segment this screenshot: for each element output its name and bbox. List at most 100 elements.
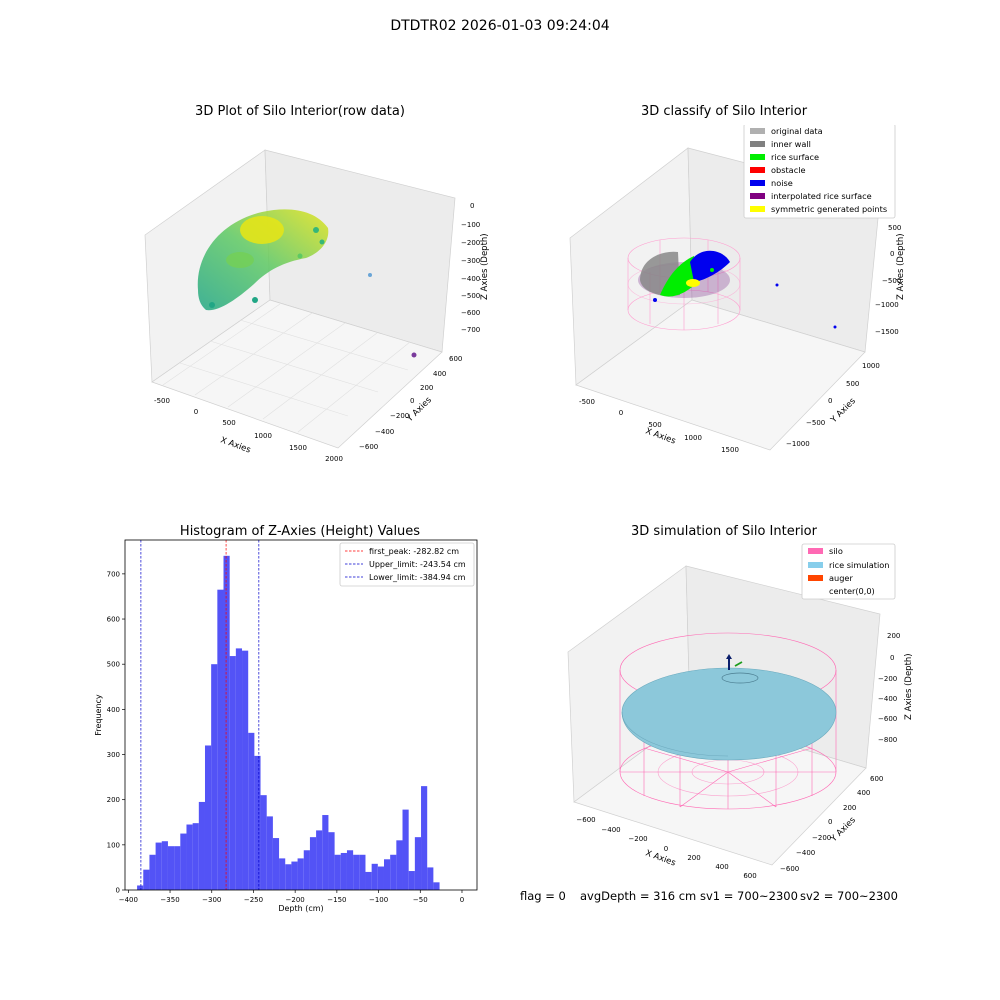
status-sv1: sv1 = 700~2300 [700,889,798,903]
simulation-ztick: −800 [878,736,897,744]
classify-ztick: 500 [888,224,901,232]
classify-3d-plot: -500 0 500 1000 1500 1000 500 0 −500 −10… [569,125,905,454]
x-tick-label: −400 [119,896,138,904]
classify-plot-title: 3D classify of Silo Interior [640,104,808,119]
histogram-bar [204,745,212,890]
histogram-reference-lines [140,540,260,890]
legend-label: silo [829,546,843,556]
legend-label: Lower_limit: -384.94 cm [369,573,466,582]
simulation-ytick: −400 [796,849,815,857]
raw-ztick: −400 [461,275,480,283]
raw-ytick: −400 [375,428,394,436]
legend-swatch [750,206,765,212]
histogram-xlabel: Depth (cm) [278,904,323,913]
histogram-bar [217,589,224,890]
raw-ztick: −100 [461,221,480,229]
x-tick-label: −150 [327,896,346,904]
classify-ylabel: Y Axies [828,396,858,426]
raw-ytick: −600 [359,443,378,451]
raw-ztick: −200 [461,239,480,247]
simulation-3d-plot: −600 −400 −200 0 200 400 600 600 400 200… [567,543,914,880]
classify-ytick: −500 [806,419,825,427]
y-tick-label: 200 [107,796,120,804]
histogram-bar [408,871,415,890]
histogram-bar [229,656,236,890]
raw-plot-title: 3D Plot of Silo Interior(row data) [195,104,405,119]
status-avg-depth: avgDepth = 316 cm [580,889,697,903]
histogram-bar [316,830,323,890]
raw-ytick: 200 [420,384,433,392]
raw-zlabel: Z Axies (Depth) [480,233,490,300]
histogram-bar [235,648,243,890]
y-tick-label: 500 [107,661,120,669]
histogram-bar [297,858,304,890]
histogram-bar [390,854,397,890]
histogram-bar [402,809,409,890]
legend-label: inner wall [771,139,811,149]
y-tick-label: 300 [107,751,120,759]
simulation-ztick: −600 [878,715,897,723]
raw-ytick: 600 [449,355,462,363]
x-tick-label: 0 [460,896,464,904]
raw-ylabel: Y Axies [404,395,434,425]
histogram-bar [291,861,298,890]
simulation-ztick: 200 [887,632,900,640]
classify-ztick: 0 [890,250,894,258]
simulation-xtick: −400 [601,826,620,834]
legend-swatch [750,154,765,160]
classify-ytick: 500 [846,380,859,388]
legend-swatch [808,548,823,554]
y-tick-label: 600 [107,616,120,624]
legend-label: obstacle [771,165,806,175]
histogram-bar [155,842,162,890]
legend-label: auger [829,573,853,583]
histogram-bar [180,833,187,890]
raw-ytick: 0 [410,397,414,405]
legend-swatch [808,562,823,568]
histogram-bar [211,664,218,890]
simulation-zlabel: Z Axies (Depth) [904,653,914,720]
simulation-axis-ticks: −600 −400 −200 0 200 400 600 600 400 200… [576,632,900,880]
histogram-bar [248,732,255,890]
raw-3d-plot: -500 0 500 1000 1500 2000 600 400 200 0 … [144,149,490,463]
legend-label: original data [771,126,823,136]
legend-label: noise [771,178,793,188]
simulation-xtick: 0 [664,845,668,853]
classify-xtick: 500 [648,421,661,429]
x-tick-label: −250 [244,896,263,904]
y-tick-label: 0 [116,887,120,895]
raw-xtick: -500 [154,397,170,405]
auger-center-marker [726,654,743,670]
histogram-bar [303,850,310,890]
classify-ytick: 0 [828,397,832,405]
classify-ztick: −1000 [875,301,899,309]
histogram-bar [174,846,181,890]
simulation-xtick: −200 [628,835,647,843]
simulation-ztick: 0 [890,654,894,662]
legend-label: rice surface [771,152,819,162]
histogram-bar [414,837,422,890]
classify-ytick: −1000 [786,440,810,448]
y-tick-label: 700 [107,570,120,578]
histogram-bar [272,838,280,890]
classify-xtick: 0 [619,409,623,417]
histogram-bars [137,555,440,890]
raw-ytick: 400 [433,370,446,378]
histogram-bar [377,866,384,890]
raw-axis-ticks: -500 0 500 1000 1500 2000 600 400 200 0 … [154,202,480,463]
classify-xtick: -500 [579,398,595,406]
classify-xlabel: X Axies [644,426,677,446]
simulation-ytick: 400 [857,789,870,797]
x-tick-label: −200 [286,896,305,904]
simulation-ztick: −400 [878,695,897,703]
histogram-bar [433,882,440,890]
histogram-bar [346,850,354,890]
raw-ztick: −700 [461,326,480,334]
classify-ztick: −1500 [875,328,899,336]
legend-swatch [750,167,765,173]
raw-xlabel: X Axies [219,435,252,455]
raw-ytick: −200 [390,412,409,420]
histogram-bar [186,824,193,890]
histogram-bar [161,841,168,890]
histogram-bar [285,864,292,890]
